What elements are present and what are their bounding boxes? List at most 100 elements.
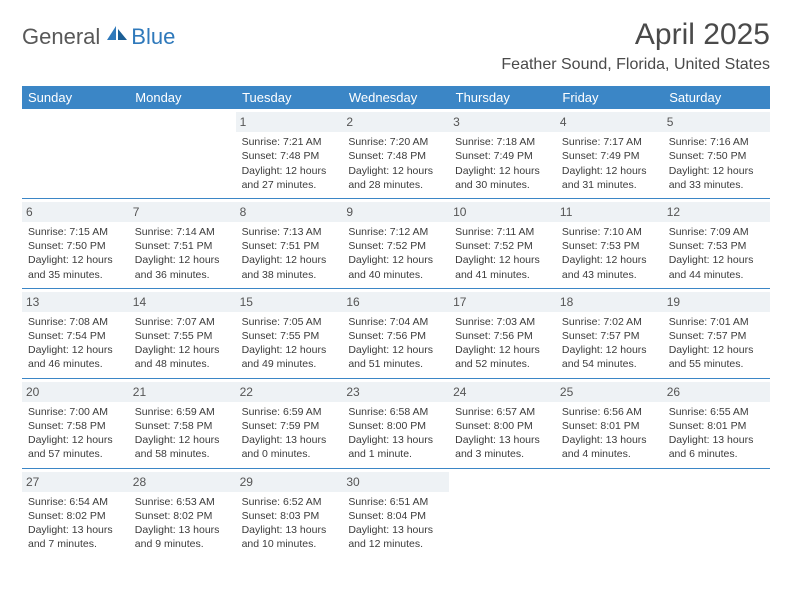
daylight-text: and 44 minutes. xyxy=(669,268,764,282)
sunset-text: Sunset: 7:48 PM xyxy=(242,149,337,163)
daylight-text: and 30 minutes. xyxy=(455,178,550,192)
calendar-cell xyxy=(449,468,556,557)
sunset-text: Sunset: 7:58 PM xyxy=(135,419,230,433)
day-number: 23 xyxy=(342,382,449,402)
day-number: 14 xyxy=(129,292,236,312)
daylight-text: and 41 minutes. xyxy=(455,268,550,282)
daylight-text: Daylight: 13 hours xyxy=(562,433,657,447)
calendar-table: SundayMondayTuesdayWednesdayThursdayFrid… xyxy=(22,86,770,557)
calendar-cell: 27Sunrise: 6:54 AMSunset: 8:02 PMDayligh… xyxy=(22,468,129,557)
calendar-cell: 11Sunrise: 7:10 AMSunset: 7:53 PMDayligh… xyxy=(556,198,663,288)
day-number: 1 xyxy=(236,112,343,132)
sunset-text: Sunset: 8:02 PM xyxy=(135,509,230,523)
sunrise-text: Sunrise: 6:57 AM xyxy=(455,405,550,419)
day-number: 24 xyxy=(449,382,556,402)
calendar-body: 1Sunrise: 7:21 AMSunset: 7:48 PMDaylight… xyxy=(22,109,770,557)
sunset-text: Sunset: 7:50 PM xyxy=(28,239,123,253)
brand-sail-icon xyxy=(105,24,129,47)
sunrise-text: Sunrise: 7:07 AM xyxy=(135,315,230,329)
daylight-text: Daylight: 12 hours xyxy=(242,164,337,178)
sunset-text: Sunset: 8:03 PM xyxy=(242,509,337,523)
daylight-text: Daylight: 12 hours xyxy=(669,253,764,267)
calendar-cell: 26Sunrise: 6:55 AMSunset: 8:01 PMDayligh… xyxy=(663,378,770,468)
daylight-text: and 35 minutes. xyxy=(28,268,123,282)
day-number: 9 xyxy=(342,202,449,222)
sunrise-text: Sunrise: 7:11 AM xyxy=(455,225,550,239)
daylight-text: Daylight: 12 hours xyxy=(562,164,657,178)
sunset-text: Sunset: 8:01 PM xyxy=(562,419,657,433)
sunrise-text: Sunrise: 7:21 AM xyxy=(242,135,337,149)
day-number: 28 xyxy=(129,472,236,492)
sunrise-text: Sunrise: 6:56 AM xyxy=(562,405,657,419)
table-row: 6Sunrise: 7:15 AMSunset: 7:50 PMDaylight… xyxy=(22,198,770,288)
day-number: 22 xyxy=(236,382,343,402)
daylight-text: Daylight: 13 hours xyxy=(348,523,443,537)
calendar-cell xyxy=(663,468,770,557)
sunrise-text: Sunrise: 7:04 AM xyxy=(348,315,443,329)
calendar-cell: 9Sunrise: 7:12 AMSunset: 7:52 PMDaylight… xyxy=(342,198,449,288)
sunset-text: Sunset: 7:55 PM xyxy=(135,329,230,343)
weekday-header: Monday xyxy=(129,86,236,109)
calendar-header-row: SundayMondayTuesdayWednesdayThursdayFrid… xyxy=(22,86,770,109)
daylight-text: and 46 minutes. xyxy=(28,357,123,371)
daylight-text: Daylight: 13 hours xyxy=(455,433,550,447)
sunrise-text: Sunrise: 7:03 AM xyxy=(455,315,550,329)
daylight-text: and 28 minutes. xyxy=(348,178,443,192)
daylight-text: and 36 minutes. xyxy=(135,268,230,282)
sunrise-text: Sunrise: 6:55 AM xyxy=(669,405,764,419)
daylight-text: Daylight: 12 hours xyxy=(455,253,550,267)
daylight-text: and 6 minutes. xyxy=(669,447,764,461)
day-number: 13 xyxy=(22,292,129,312)
sunset-text: Sunset: 8:04 PM xyxy=(348,509,443,523)
daylight-text: Daylight: 12 hours xyxy=(348,164,443,178)
sunrise-text: Sunrise: 6:59 AM xyxy=(242,405,337,419)
calendar-cell: 10 Sunrise: 7:11 AMSunset: 7:52 PMDayligh… xyxy=(449,198,556,288)
location-subtitle: Feather Sound, Florida, United States xyxy=(501,56,770,74)
daylight-text: Daylight: 12 hours xyxy=(28,343,123,357)
sunset-text: Sunset: 7:49 PM xyxy=(562,149,657,163)
day-number: 15 xyxy=(236,292,343,312)
table-row: 20Sunrise: 7:00 AMSunset: 7:58 PMDayligh… xyxy=(22,378,770,468)
sunrise-text: Sunrise: 6:58 AM xyxy=(348,405,443,419)
sunset-text: Sunset: 7:51 PM xyxy=(242,239,337,253)
day-number: 10 xyxy=(449,202,556,222)
day-number: 27 xyxy=(22,472,129,492)
daylight-text: Daylight: 12 hours xyxy=(135,253,230,267)
daylight-text: Daylight: 12 hours xyxy=(669,343,764,357)
calendar-cell: 14Sunrise: 7:07 AMSunset: 7:55 PMDayligh… xyxy=(129,288,236,378)
daylight-text: and 33 minutes. xyxy=(669,178,764,192)
sunrise-text: Sunrise: 6:53 AM xyxy=(135,495,230,509)
sunrise-text: Sunrise: 7:01 AM xyxy=(669,315,764,329)
calendar-cell: 5Sunrise: 7:16 AMSunset: 7:50 PMDaylight… xyxy=(663,109,770,198)
day-number: 4 xyxy=(556,112,663,132)
brand-logo: General Blue xyxy=(22,24,175,50)
calendar-cell: 25Sunrise: 6:56 AMSunset: 8:01 PMDayligh… xyxy=(556,378,663,468)
day-number: 17 xyxy=(449,292,556,312)
day-number: 18 xyxy=(556,292,663,312)
sunset-text: Sunset: 7:59 PM xyxy=(242,419,337,433)
daylight-text: Daylight: 13 hours xyxy=(242,523,337,537)
sunset-text: Sunset: 7:55 PM xyxy=(242,329,337,343)
sunset-text: Sunset: 7:53 PM xyxy=(562,239,657,253)
sunrise-text: Sunrise: 7:10 AM xyxy=(562,225,657,239)
sunset-text: Sunset: 7:56 PM xyxy=(348,329,443,343)
day-number: 20 xyxy=(22,382,129,402)
daylight-text: and 49 minutes. xyxy=(242,357,337,371)
calendar-cell: 2Sunrise: 7:20 AMSunset: 7:48 PMDaylight… xyxy=(342,109,449,198)
daylight-text: Daylight: 12 hours xyxy=(28,253,123,267)
sunrise-text: Sunrise: 6:51 AM xyxy=(348,495,443,509)
sunrise-text: Sunrise: 7:05 AM xyxy=(242,315,337,329)
sunset-text: Sunset: 7:50 PM xyxy=(669,149,764,163)
calendar-cell: 1 Sunrise: 7:21 AMSunset: 7:48 PMDaylight… xyxy=(236,109,343,198)
sunset-text: Sunset: 7:51 PM xyxy=(135,239,230,253)
day-number: 3 xyxy=(449,112,556,132)
weekday-header: Sunday xyxy=(22,86,129,109)
calendar-cell: 30Sunrise: 6:51 AMSunset: 8:04 PMDayligh… xyxy=(342,468,449,557)
calendar-cell: 29Sunrise: 6:52 AMSunset: 8:03 PMDayligh… xyxy=(236,468,343,557)
sunset-text: Sunset: 7:52 PM xyxy=(455,239,550,253)
daylight-text: Daylight: 13 hours xyxy=(135,523,230,537)
sunrise-text: Sunrise: 7:09 AM xyxy=(669,225,764,239)
daylight-text: and 55 minutes. xyxy=(669,357,764,371)
daylight-text: and 51 minutes. xyxy=(348,357,443,371)
sunrise-text: Sunrise: 7:20 AM xyxy=(348,135,443,149)
